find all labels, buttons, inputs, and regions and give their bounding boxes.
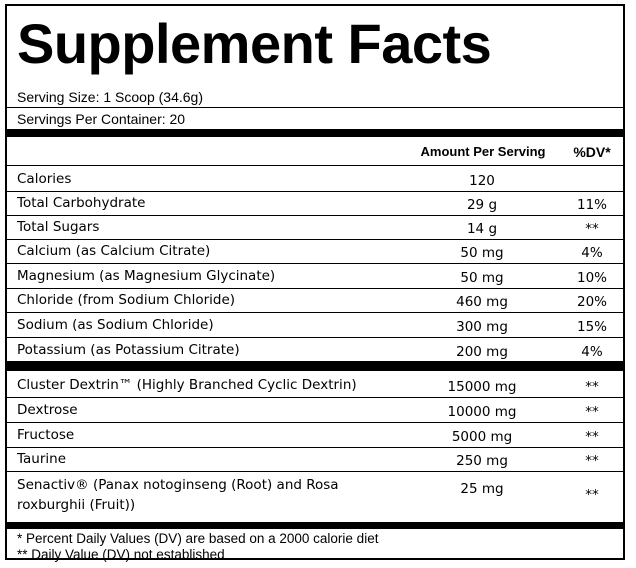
row-amount: 14 g bbox=[466, 221, 498, 237]
row-amount: 250 mg bbox=[456, 453, 508, 469]
header-dv: %DV* bbox=[573, 144, 611, 160]
thick-divider bbox=[7, 522, 623, 529]
row-dv: 20% bbox=[576, 294, 607, 310]
row-amount: 15000 mg bbox=[447, 379, 517, 395]
row-name: Sodium (as Sodium Chloride) bbox=[17, 317, 214, 333]
row-amount: 120 bbox=[469, 173, 495, 189]
table-row: Chloride (from Sodium Chloride) 460 mg 20% bbox=[7, 288, 623, 312]
divider bbox=[7, 337, 623, 338]
divider bbox=[7, 263, 623, 264]
row-dv: 11% bbox=[576, 197, 607, 213]
divider bbox=[7, 288, 623, 289]
row-name: Total Carbohydrate bbox=[17, 195, 146, 211]
footnote-dv: * Percent Daily Values (DV) are based on… bbox=[17, 531, 379, 546]
row-amount: 25 mg bbox=[460, 481, 504, 497]
row-name: Chloride (from Sodium Chloride) bbox=[17, 292, 236, 308]
table-row: Total Sugars 14 g ** bbox=[7, 215, 623, 239]
row-amount: 5000 mg bbox=[451, 429, 513, 445]
row-name: Magnesium (as Magnesium Glycinate) bbox=[17, 268, 276, 284]
row-dv: 4% bbox=[581, 344, 603, 360]
divider bbox=[7, 165, 623, 166]
thick-divider bbox=[7, 361, 623, 371]
divider bbox=[7, 239, 623, 240]
header-amount-per-serving: Amount Per Serving bbox=[420, 144, 546, 159]
divider bbox=[7, 215, 623, 216]
row-amount: 29 g bbox=[466, 197, 498, 213]
row-dv: ** bbox=[585, 404, 599, 420]
divider bbox=[7, 471, 623, 472]
row-amount: 300 mg bbox=[456, 319, 508, 335]
divider bbox=[7, 107, 623, 108]
footnote-not-established: ** Daily Value (DV) not established bbox=[17, 547, 225, 562]
row-name: Senactiv® (Panax notoginseng (Root) and … bbox=[17, 477, 339, 513]
row-name: Taurine bbox=[17, 451, 67, 467]
row-name: Potassium (as Potassium Citrate) bbox=[17, 342, 240, 358]
table-row: Fructose 5000 mg ** bbox=[7, 422, 623, 447]
row-amount: 50 mg bbox=[460, 245, 504, 261]
row-amount: 10000 mg bbox=[447, 404, 517, 420]
divider bbox=[7, 422, 623, 423]
table-row: Senactiv® (Panax notoginseng (Root) and … bbox=[7, 471, 623, 517]
table-row: Calories 120 bbox=[7, 167, 623, 191]
servings-per-container: Servings Per Container: 20 bbox=[17, 111, 186, 127]
table-row: Taurine 250 mg ** bbox=[7, 447, 623, 471]
row-amount: 460 mg bbox=[456, 294, 508, 310]
row-dv: ** bbox=[585, 379, 599, 395]
row-dv: 4% bbox=[581, 245, 603, 261]
row-name: Calories bbox=[17, 171, 72, 187]
table-row: Dextrose 10000 mg ** bbox=[7, 397, 623, 422]
row-amount: 200 mg bbox=[456, 344, 508, 360]
supplement-facts-panel: Supplement Facts Serving Size: 1 Scoop (… bbox=[5, 4, 625, 562]
divider bbox=[7, 447, 623, 448]
table-row: Cluster Dextrin™ (Highly Branched Cyclic… bbox=[7, 373, 623, 397]
divider bbox=[7, 312, 623, 313]
row-dv: ** bbox=[585, 429, 599, 445]
table-row: Potassium (as Potassium Citrate) 200 mg 4% bbox=[7, 337, 623, 362]
row-amount: 50 mg bbox=[460, 270, 504, 286]
row-dv: 15% bbox=[576, 319, 607, 335]
divider bbox=[7, 397, 623, 398]
row-dv: ** bbox=[585, 487, 599, 503]
row-dv: 10% bbox=[576, 270, 607, 286]
serving-size: Serving Size: 1 Scoop (34.6g) bbox=[17, 89, 203, 105]
table-row: Sodium (as Sodium Chloride) 300 mg 15% bbox=[7, 312, 623, 337]
row-name: Cluster Dextrin™ (Highly Branched Cyclic… bbox=[17, 377, 357, 393]
row-name: Total Sugars bbox=[17, 219, 100, 235]
row-name: Calcium (as Calcium Citrate) bbox=[17, 243, 211, 259]
divider bbox=[7, 191, 623, 192]
row-name: Dextrose bbox=[17, 402, 78, 418]
row-dv: ** bbox=[585, 453, 599, 469]
thick-divider bbox=[7, 129, 623, 137]
table-row: Magnesium (as Magnesium Glycinate) 50 mg 1… bbox=[7, 263, 623, 288]
table-row: Total Carbohydrate 29 g 11% bbox=[7, 191, 623, 215]
panel-title: Supplement Facts bbox=[17, 12, 492, 75]
row-name: Fructose bbox=[17, 427, 75, 443]
row-dv: ** bbox=[585, 221, 599, 237]
table-row: Calcium (as Calcium Citrate) 50 mg 4% bbox=[7, 239, 623, 263]
